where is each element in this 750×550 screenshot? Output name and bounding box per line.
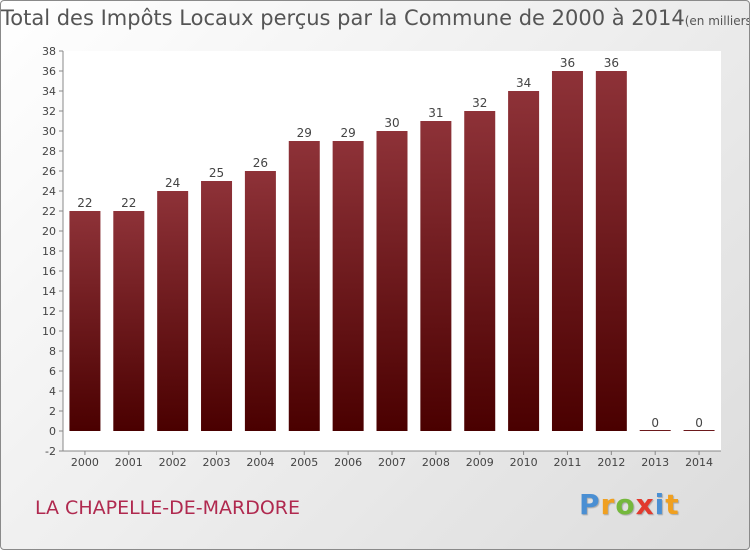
bar-value-label: 34 [516, 76, 531, 90]
bar-value-label: 0 [651, 416, 659, 430]
y-tick-label: 18 [42, 245, 56, 258]
y-tick-label: 38 [42, 45, 56, 58]
y-tick-label: 36 [42, 65, 56, 78]
y-tick-label: 4 [49, 385, 56, 398]
bar-value-label: 0 [695, 416, 703, 430]
bar [332, 141, 364, 431]
x-tick-label: 2010 [510, 456, 538, 469]
y-tick-label: 0 [49, 425, 56, 438]
x-tick-label: 2012 [597, 456, 625, 469]
y-tick-label: 32 [42, 105, 56, 118]
bar-value-label: 24 [165, 176, 180, 190]
y-tick-label: 26 [42, 165, 56, 178]
bar [201, 181, 233, 431]
bar [376, 131, 408, 431]
y-tick-label: -2 [45, 445, 56, 458]
y-tick-label: 28 [42, 145, 56, 158]
x-tick-label: 2002 [159, 456, 187, 469]
bar [639, 430, 671, 431]
y-tick-label: 16 [42, 265, 56, 278]
chart-title-text: Total des Impôts Locaux perçus par la Co… [1, 6, 685, 30]
bar-value-label: 31 [428, 106, 443, 120]
bar [683, 430, 715, 431]
bar-value-label: 30 [384, 116, 399, 130]
bar-value-label: 29 [297, 126, 312, 140]
bar-value-label: 32 [472, 96, 487, 110]
bar [551, 71, 583, 431]
commune-name: LA CHAPELLE-DE-MARDORE [35, 497, 300, 519]
x-tick-label: 2001 [115, 456, 143, 469]
x-tick-label: 2003 [203, 456, 231, 469]
bar [595, 71, 627, 431]
bar-value-label: 26 [253, 156, 268, 170]
bar-value-label: 29 [340, 126, 355, 140]
bar [69, 211, 101, 431]
bar [464, 111, 496, 431]
x-tick-label: 2008 [422, 456, 450, 469]
bar [113, 211, 145, 431]
bar-value-label: 22 [121, 196, 136, 210]
y-tick-label: 24 [42, 185, 56, 198]
x-tick-label: 2007 [378, 456, 406, 469]
bar [288, 141, 320, 431]
chart-title: Total des Impôts Locaux perçus par la Co… [1, 6, 750, 30]
x-tick-label: 2004 [246, 456, 274, 469]
bar [420, 121, 452, 431]
unit-note: (en milliers d'€) [684, 14, 750, 28]
y-tick-label: 10 [42, 325, 56, 338]
x-tick-label: 2014 [685, 456, 713, 469]
x-tick-label: 2011 [553, 456, 581, 469]
bar [244, 171, 276, 431]
y-tick-label: 2 [49, 405, 56, 418]
y-tick-label: 34 [42, 85, 56, 98]
y-tick-label: 8 [49, 345, 56, 358]
bar-value-label: 36 [560, 56, 575, 70]
y-tick-label: 20 [42, 225, 56, 238]
y-tick-label: 6 [49, 365, 56, 378]
x-tick-label: 2009 [466, 456, 494, 469]
bar [508, 91, 540, 431]
x-tick-label: 2005 [290, 456, 318, 469]
y-tick-label: 12 [42, 305, 56, 318]
x-tick-label: 2000 [71, 456, 99, 469]
bar-value-label: 22 [77, 196, 92, 210]
bar-value-label: 36 [604, 56, 619, 70]
x-tick-label: 2006 [334, 456, 362, 469]
y-tick-label: 14 [42, 285, 56, 298]
y-tick-label: 30 [42, 125, 56, 138]
y-tick-label: 22 [42, 205, 56, 218]
x-tick-label: 2013 [641, 456, 669, 469]
bar [157, 191, 189, 431]
proxiti-logo: Proxit [579, 488, 680, 521]
bar-value-label: 25 [209, 166, 224, 180]
